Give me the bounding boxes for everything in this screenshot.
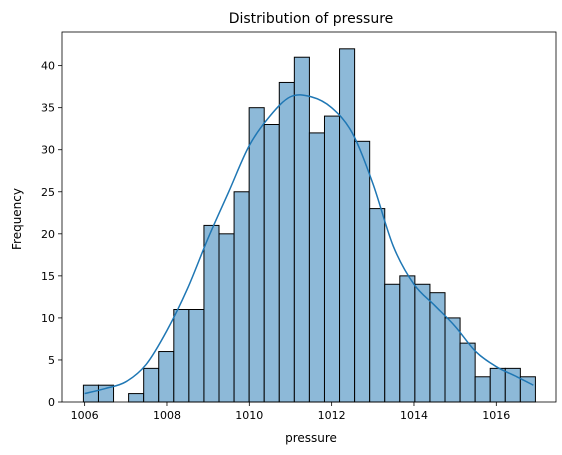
histogram-bar — [474, 376, 491, 403]
histogram-bar — [218, 233, 235, 403]
y-tick-label: 10 — [41, 312, 55, 325]
y-tick-label: 20 — [41, 228, 55, 241]
histogram-bar — [323, 115, 341, 403]
histogram-bar — [188, 309, 205, 403]
x-tick-label: 1014 — [400, 409, 428, 422]
histogram-bar — [414, 283, 431, 403]
histogram-bar — [128, 393, 145, 403]
y-tick-label: 40 — [41, 60, 55, 73]
y-axis-label: Frequency — [10, 188, 24, 250]
y-tick-label: 0 — [48, 396, 55, 409]
y-tick-label: 15 — [41, 270, 55, 283]
bars-group — [82, 48, 536, 403]
x-axis-label: pressure — [285, 431, 337, 445]
histogram-bar — [339, 48, 356, 403]
histogram-bar — [158, 351, 175, 403]
histogram-bar — [354, 140, 371, 403]
x-tick-label: 1010 — [235, 409, 263, 422]
histogram-bar — [143, 367, 160, 403]
x-axis-ticks: 1006 1008 1010 1012 1014 1016 — [71, 402, 510, 422]
histogram-bar — [248, 107, 265, 403]
x-tick-label: 1016 — [482, 409, 510, 422]
histogram-bar — [308, 132, 325, 403]
histogram-bar — [293, 56, 310, 403]
plot-frame — [61, 31, 557, 403]
histogram-bar — [369, 208, 386, 403]
y-tick-label: 35 — [41, 102, 55, 115]
kde-line — [84, 94, 534, 395]
y-axis-ticks: 0 5 10 15 20 25 30 35 40 — [41, 60, 62, 409]
histogram-bar — [384, 283, 401, 403]
x-tick-label: 1008 — [153, 409, 181, 422]
histogram-bar — [203, 224, 220, 403]
histogram-bar — [233, 191, 250, 403]
histogram-bar — [173, 309, 190, 403]
y-tick-label: 30 — [41, 144, 55, 157]
histogram-bar — [519, 376, 536, 403]
histogram-bar — [278, 81, 295, 403]
x-tick-label: 1006 — [71, 409, 99, 422]
y-tick-label: 5 — [48, 354, 55, 367]
histogram-bar — [263, 124, 280, 403]
histogram-bar — [459, 342, 476, 403]
histogram-bar — [504, 367, 521, 403]
histogram-bar — [399, 275, 416, 403]
chart-title: Distribution of pressure — [229, 11, 394, 27]
x-tick-label: 1012 — [318, 409, 346, 422]
histogram-bar — [489, 367, 506, 403]
y-tick-label: 25 — [41, 186, 55, 199]
